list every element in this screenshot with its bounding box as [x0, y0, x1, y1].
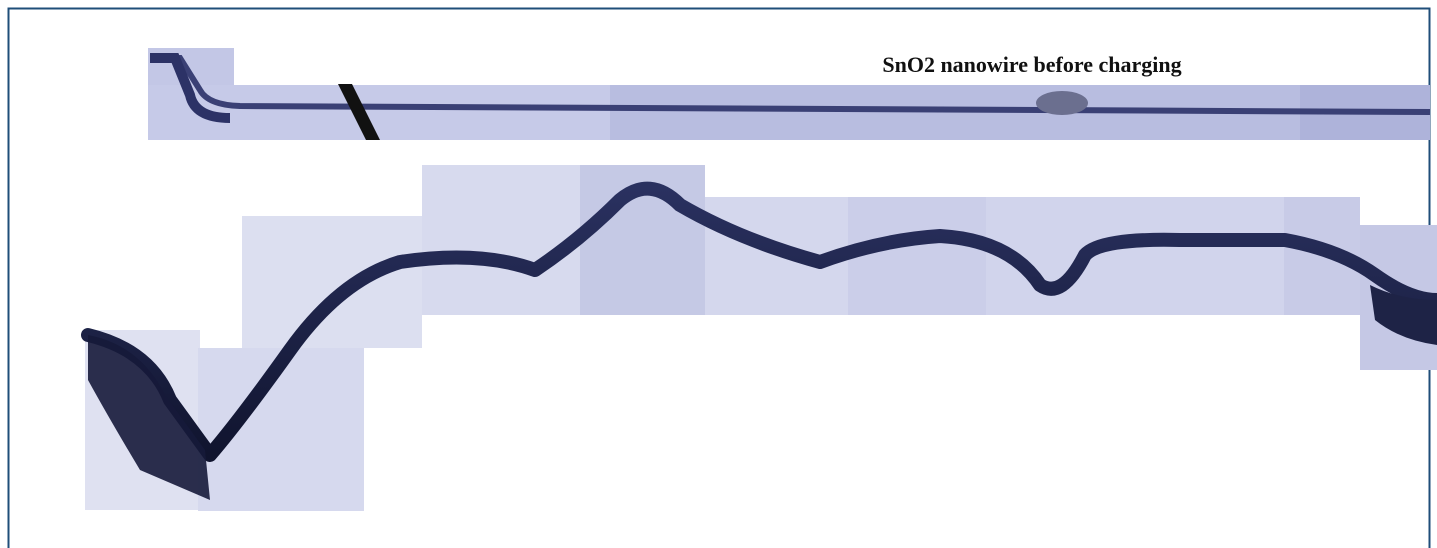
tile [986, 197, 1284, 315]
particle [1036, 91, 1088, 115]
page: SnO2 nanowire before charging (() => { c… [0, 0, 1437, 548]
tile [848, 197, 986, 315]
tile [422, 165, 580, 315]
figure: SnO2 nanowire before charging [0, 0, 1437, 548]
tile [242, 216, 422, 348]
caption: SnO2 nanowire before charging [882, 52, 1181, 77]
